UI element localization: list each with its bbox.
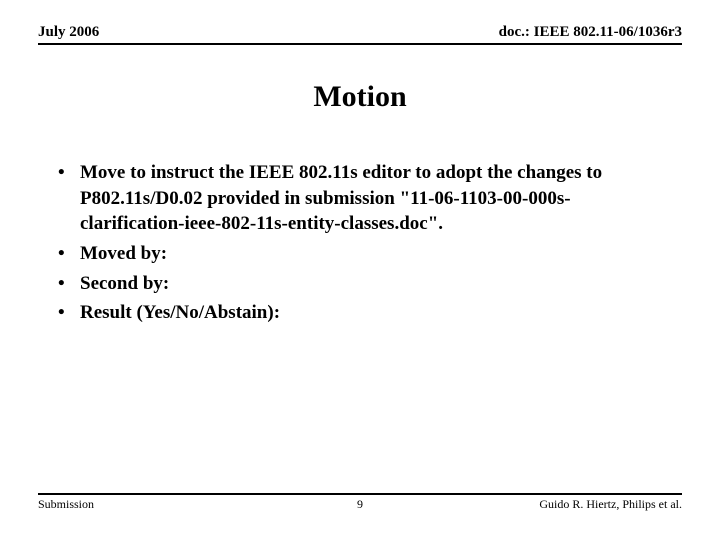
- bullet-text: Moved by:: [80, 241, 670, 267]
- footer-author: Guido R. Hiertz, Philips et al.: [539, 497, 682, 512]
- slide-footer: Submission 9 Guido R. Hiertz, Philips et…: [38, 493, 682, 512]
- footer-left: Submission: [38, 497, 94, 512]
- bullet-text: Result (Yes/No/Abstain):: [80, 300, 670, 326]
- bullet-marker: •: [58, 160, 80, 237]
- header-doc-number: doc.: IEEE 802.11-06/1036r3: [499, 24, 682, 41]
- bullet-marker: •: [58, 300, 80, 326]
- bullet-text: Move to instruct the IEEE 802.11s editor…: [80, 160, 670, 237]
- slide-body: • Move to instruct the IEEE 802.11s edit…: [58, 160, 670, 330]
- footer-page-number: 9: [357, 497, 363, 512]
- bullet-marker: •: [58, 241, 80, 267]
- slide-title: Motion: [0, 80, 720, 114]
- bullet-item: • Moved by:: [58, 241, 670, 267]
- bullet-marker: •: [58, 271, 80, 297]
- bullet-item: • Move to instruct the IEEE 802.11s edit…: [58, 160, 670, 237]
- slide-header: July 2006 doc.: IEEE 802.11-06/1036r3: [38, 24, 682, 45]
- bullet-item: • Second by:: [58, 271, 670, 297]
- bullet-text: Second by:: [80, 271, 670, 297]
- bullet-item: • Result (Yes/No/Abstain):: [58, 300, 670, 326]
- header-date: July 2006: [38, 24, 99, 41]
